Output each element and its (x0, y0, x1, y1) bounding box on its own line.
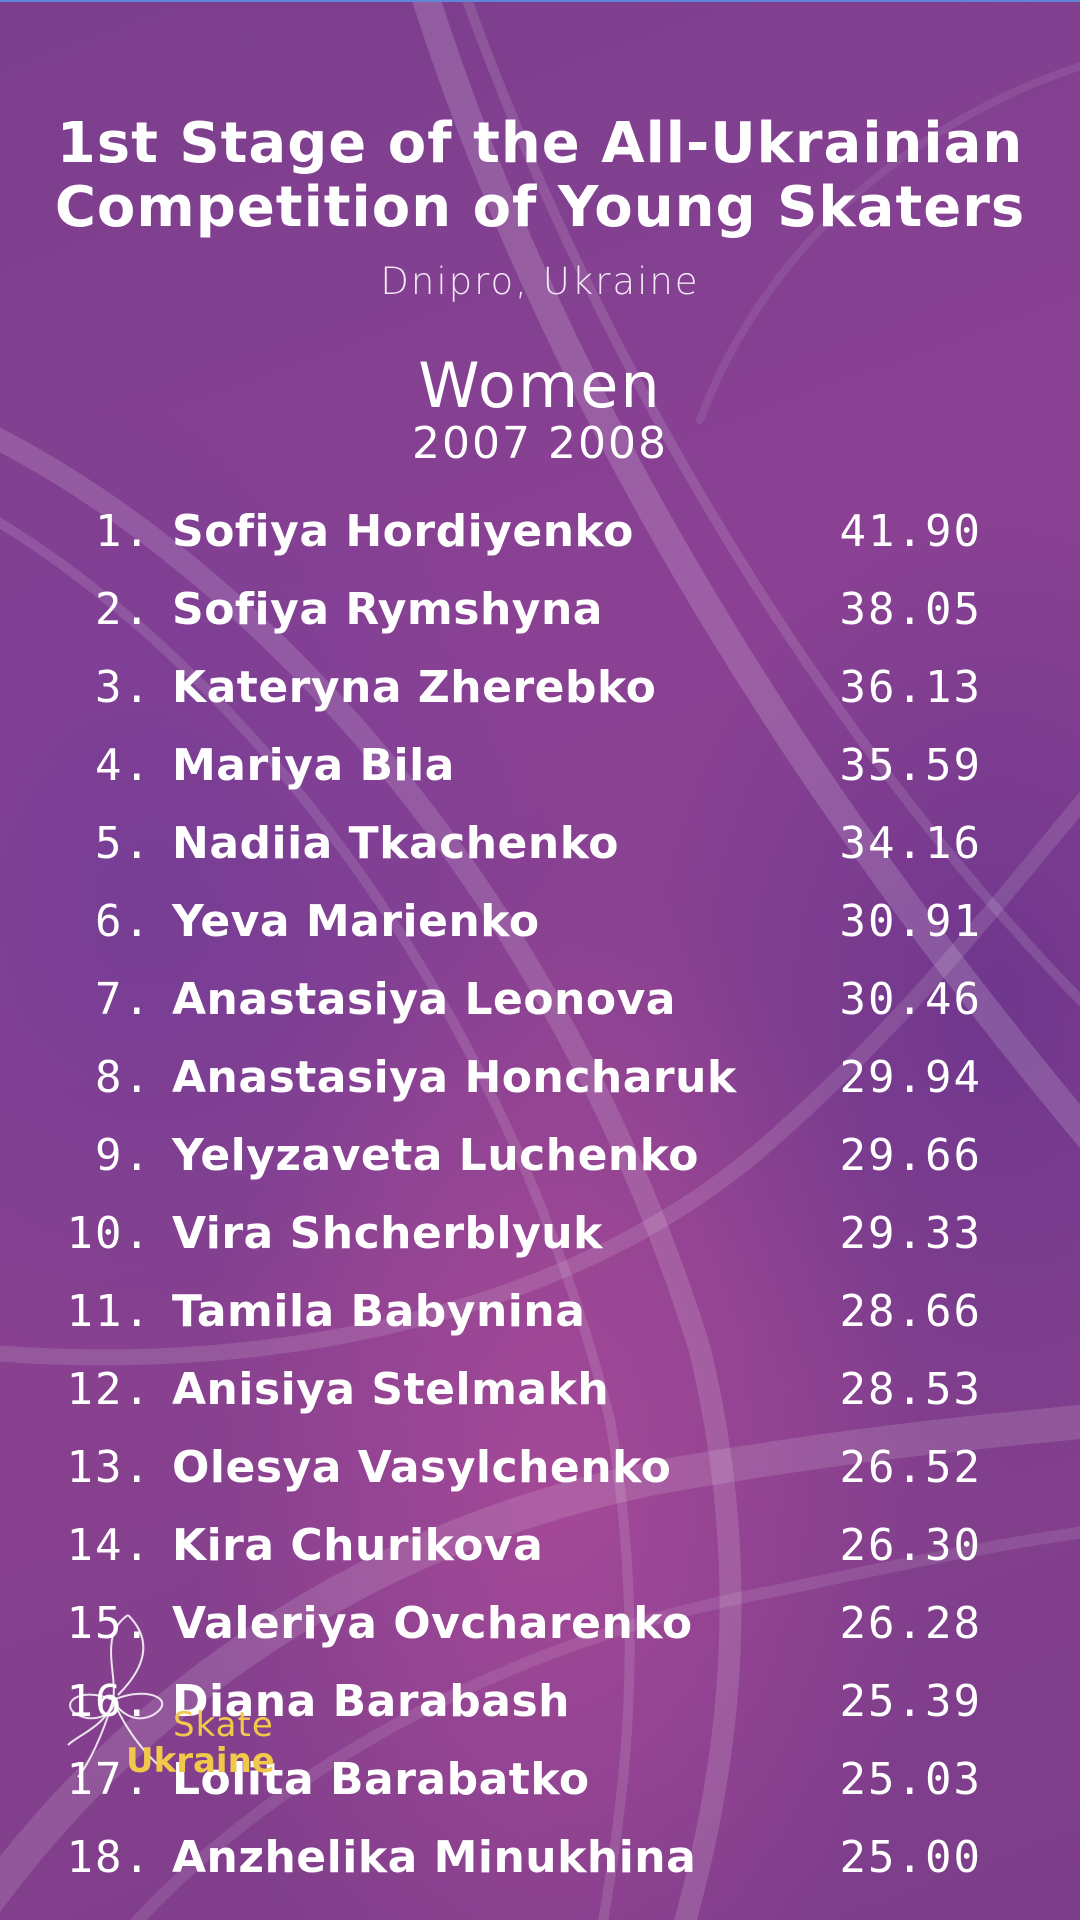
result-rank: 9. (95, 1130, 152, 1181)
result-score: 28.53 (839, 1364, 982, 1415)
top-accent-line (0, 0, 1080, 2)
result-row: 18. Anzhelika Minukhina 25.00 (0, 1826, 1080, 1904)
result-score: 34.16 (839, 818, 982, 869)
result-score: 29.33 (839, 1208, 982, 1259)
category-years: 2007 2008 (412, 418, 668, 469)
result-row: 1. Sofiya Hordiyenko 41.90 (0, 500, 1080, 578)
skater-name: Nadiia Tkachenko (172, 818, 620, 869)
result-score: 25.39 (839, 1676, 982, 1727)
result-row: 6. Yeva Marienko 30.91 (0, 890, 1080, 968)
result-rank: 5. (95, 818, 152, 869)
category-heading: Women (418, 349, 662, 422)
title-line-1: 1st Stage of the All-Ukrainian (56, 111, 1024, 176)
skater-name: Kateryna Zherebko (172, 662, 657, 713)
skater-name: Valeriya Ovcharenko (172, 1598, 693, 1649)
result-row: 5. Nadiia Tkachenko 34.16 (0, 812, 1080, 890)
result-row: 10. Vira Shcherblyuk 29.33 (0, 1202, 1080, 1280)
result-row: 2. Sofiya Rymshyna 38.05 (0, 578, 1080, 656)
result-score: 35.59 (839, 740, 982, 791)
result-score: 30.91 (839, 896, 982, 947)
result-rank: 13. (66, 1442, 152, 1493)
result-row: 3. Kateryna Zherebko 36.13 (0, 656, 1080, 734)
result-row: 16. Diana Barabash 25.39 (0, 1670, 1080, 1748)
result-rank: 2. (95, 584, 152, 635)
result-rank: 3. (95, 662, 152, 713)
skater-name: Lolita Barabatko (172, 1754, 590, 1805)
results-list: 1. Sofiya Hordiyenko 41.90 2. Sofiya Rymshyn… (0, 500, 1080, 1904)
result-rank: 8. (95, 1052, 152, 1103)
result-row: 13. Olesya Vasylchenko 26.52 (0, 1436, 1080, 1514)
skater-name: Olesya Vasylchenko (172, 1442, 672, 1493)
result-score: 26.30 (839, 1520, 982, 1571)
skater-name: Anisiya Stelmakh (172, 1364, 610, 1415)
result-score: 26.28 (839, 1598, 982, 1649)
result-score: 29.66 (839, 1130, 982, 1181)
skate-ukraine-logo: Skate Ukraine (58, 1605, 288, 1785)
skater-name: Anzhelika Minukhina (172, 1832, 697, 1883)
event-location: Dnipro, Ukraine (380, 260, 700, 303)
result-rank: 4. (95, 740, 152, 791)
result-rank: 10. (66, 1208, 152, 1259)
skater-name: Vira Shcherblyuk (172, 1208, 603, 1259)
result-rank: 1. (95, 506, 152, 557)
skater-name: Yeva Marienko (172, 896, 540, 947)
skater-name: Sofiya Hordiyenko (172, 506, 634, 557)
skater-name: Mariya Bila (172, 740, 455, 791)
result-rank: 6. (95, 896, 152, 947)
result-row: 12. Anisiya Stelmakh 28.53 (0, 1358, 1080, 1436)
skater-name: Anastasiya Honcharuk (172, 1052, 737, 1103)
result-score: 36.13 (839, 662, 982, 713)
result-rank: 17. (66, 1754, 152, 1805)
result-score: 29.94 (839, 1052, 982, 1103)
skater-name: Tamila Babynina (172, 1286, 586, 1337)
skater-name: Anastasiya Leonova (172, 974, 676, 1025)
page-title: 1st Stage of the All-Ukrainian Competiti… (0, 112, 1080, 240)
result-score: 38.05 (839, 584, 982, 635)
skater-name: Yelyzaveta Luchenko (172, 1130, 700, 1181)
result-row: 8. Anastasiya Honcharuk 29.94 (0, 1046, 1080, 1124)
result-row: 17. Lolita Barabatko 25.03 (0, 1748, 1080, 1826)
result-row: 15. Valeriya Ovcharenko 26.28 (0, 1592, 1080, 1670)
result-rank: 12. (66, 1364, 152, 1415)
result-score: 25.03 (839, 1754, 982, 1805)
result-row: 9. Yelyzaveta Luchenko 29.66 (0, 1124, 1080, 1202)
result-score: 26.52 (839, 1442, 982, 1493)
result-rank: 7. (95, 974, 152, 1025)
result-rank: 18. (66, 1832, 152, 1883)
result-row: 4. Mariya Bila 35.59 (0, 734, 1080, 812)
result-row: 14. Kira Churikova 26.30 (0, 1514, 1080, 1592)
logo-text-skate: Skate (173, 1705, 274, 1745)
result-row: 11. Tamila Babynina 28.66 (0, 1280, 1080, 1358)
result-rank: 14. (66, 1520, 152, 1571)
result-rank: 11. (66, 1286, 152, 1337)
result-score: 25.00 (839, 1832, 982, 1883)
result-row: 7. Anastasiya Leonova 30.46 (0, 968, 1080, 1046)
result-score: 30.46 (839, 974, 982, 1025)
skater-name: Kira Churikova (172, 1520, 544, 1571)
skater-name: Diana Barabash (172, 1676, 570, 1727)
skater-figure-icon (67, 1614, 164, 1778)
skater-name: Sofiya Rymshyna (172, 584, 603, 635)
result-score: 28.66 (839, 1286, 982, 1337)
title-line-2: Competition of Young Skaters (54, 175, 1026, 240)
logo-text-ukraine: Ukraine (126, 1741, 275, 1781)
result-score: 41.90 (839, 506, 982, 557)
